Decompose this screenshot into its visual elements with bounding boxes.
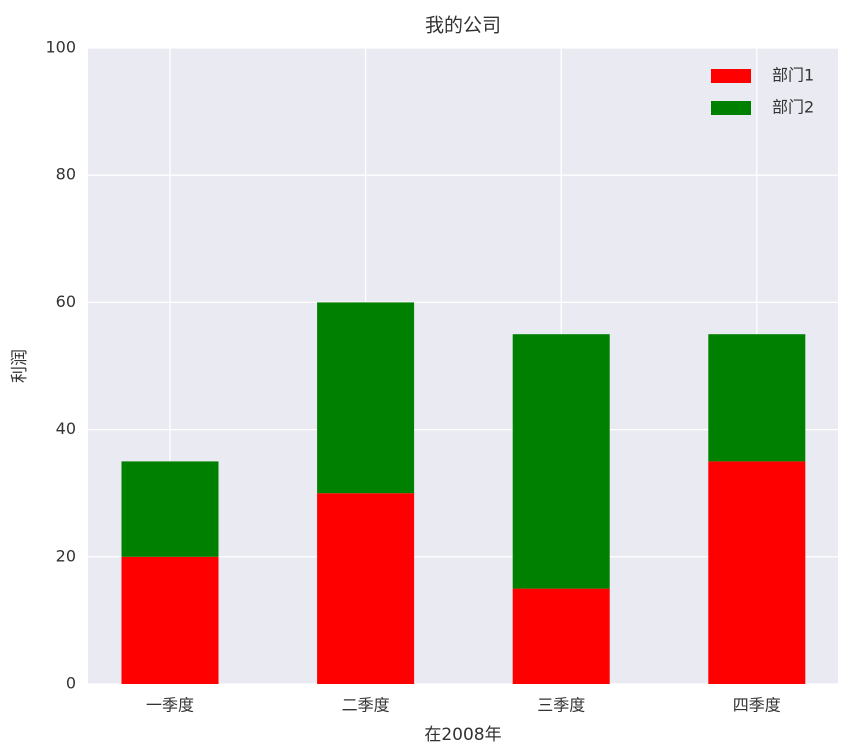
bar-segment (512, 588, 610, 684)
y-tick-label: 80 (56, 165, 76, 184)
legend-label: 部门2 (772, 98, 814, 117)
bar-segment (317, 302, 415, 494)
bar-segment (708, 334, 806, 462)
legend-swatch (711, 101, 751, 115)
bar-segment (121, 556, 219, 684)
legend-label: 部门1 (772, 66, 814, 85)
y-tick-label: 60 (56, 292, 76, 311)
x-tick-label: 二季度 (342, 696, 390, 715)
y-tick-label: 40 (56, 419, 76, 438)
y-tick-label: 20 (56, 546, 76, 565)
y-tick-label: 0 (66, 674, 76, 693)
bar-segment (121, 461, 219, 557)
x-tick-label: 一季度 (146, 696, 194, 715)
x-tick-label: 三季度 (537, 696, 585, 715)
bar-segment (512, 334, 610, 589)
bar-segment (317, 493, 415, 684)
bar-segment (708, 461, 806, 684)
x-axis-label: 在2008年 (424, 725, 501, 745)
legend-swatch (711, 69, 751, 83)
y-tick-label: 100 (45, 38, 76, 57)
x-tick-label: 四季度 (733, 696, 781, 715)
chart-title: 我的公司 (425, 15, 501, 37)
y-axis-label: 利润 (10, 349, 30, 383)
